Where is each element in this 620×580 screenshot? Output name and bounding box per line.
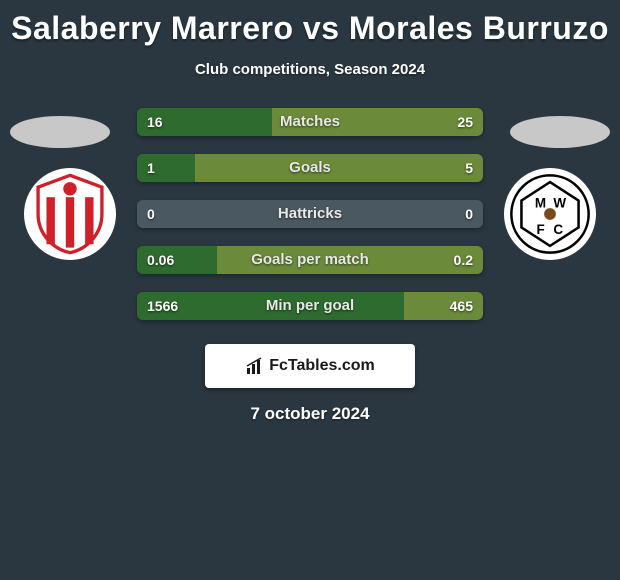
attribution-badge: FcTables.com	[205, 344, 415, 388]
stat-value-right: 0.2	[454, 246, 473, 274]
player-avatar-right	[510, 116, 610, 148]
stat-value-right: 25	[457, 108, 473, 136]
stat-row: Goals per match0.06 0.2	[137, 246, 483, 274]
svg-text:W: W	[553, 195, 566, 210]
svg-text:M: M	[535, 195, 546, 210]
stat-value-left: 16	[147, 108, 163, 136]
page-title: Salaberry Marrero vs Morales Burruzo	[0, 0, 620, 47]
svg-text:C: C	[553, 222, 563, 237]
date-label: 7 october 2024	[0, 404, 620, 424]
stat-row: Hattricks0 0	[137, 200, 483, 228]
stat-value-left: 0.06	[147, 246, 174, 274]
stat-label: Hattricks	[137, 200, 483, 228]
stat-row: Min per goal1566 465	[137, 292, 483, 320]
subtitle: Club competitions, Season 2024	[0, 61, 620, 78]
stat-row: Matches16 25	[137, 108, 483, 136]
comparison-panel: M W F C Matches16 25 Goals1 5 Hattricks0 0 Goa…	[0, 108, 620, 424]
club-badge-right: M W F C	[504, 168, 596, 260]
shield-icon: M W F C	[508, 172, 592, 256]
player-avatar-left	[10, 116, 110, 148]
stat-row: Goals1 5	[137, 154, 483, 182]
stat-label: Goals per match	[137, 246, 483, 274]
stat-value-right: 0	[465, 200, 473, 228]
svg-text:F: F	[537, 222, 545, 237]
stat-value-left: 0	[147, 200, 155, 228]
stat-value-left: 1566	[147, 292, 178, 320]
stat-value-right: 5	[465, 154, 473, 182]
chart-icon	[245, 356, 265, 376]
stat-bars: Matches16 25 Goals1 5 Hattricks0 0 Goals per m…	[137, 108, 483, 320]
shield-icon	[28, 172, 112, 256]
stat-label: Min per goal	[137, 292, 483, 320]
club-badge-left	[24, 168, 116, 260]
attribution-text: FcTables.com	[269, 357, 375, 375]
stat-label: Goals	[137, 154, 483, 182]
stat-label: Matches	[137, 108, 483, 136]
stat-value-left: 1	[147, 154, 155, 182]
stat-value-right: 465	[450, 292, 473, 320]
